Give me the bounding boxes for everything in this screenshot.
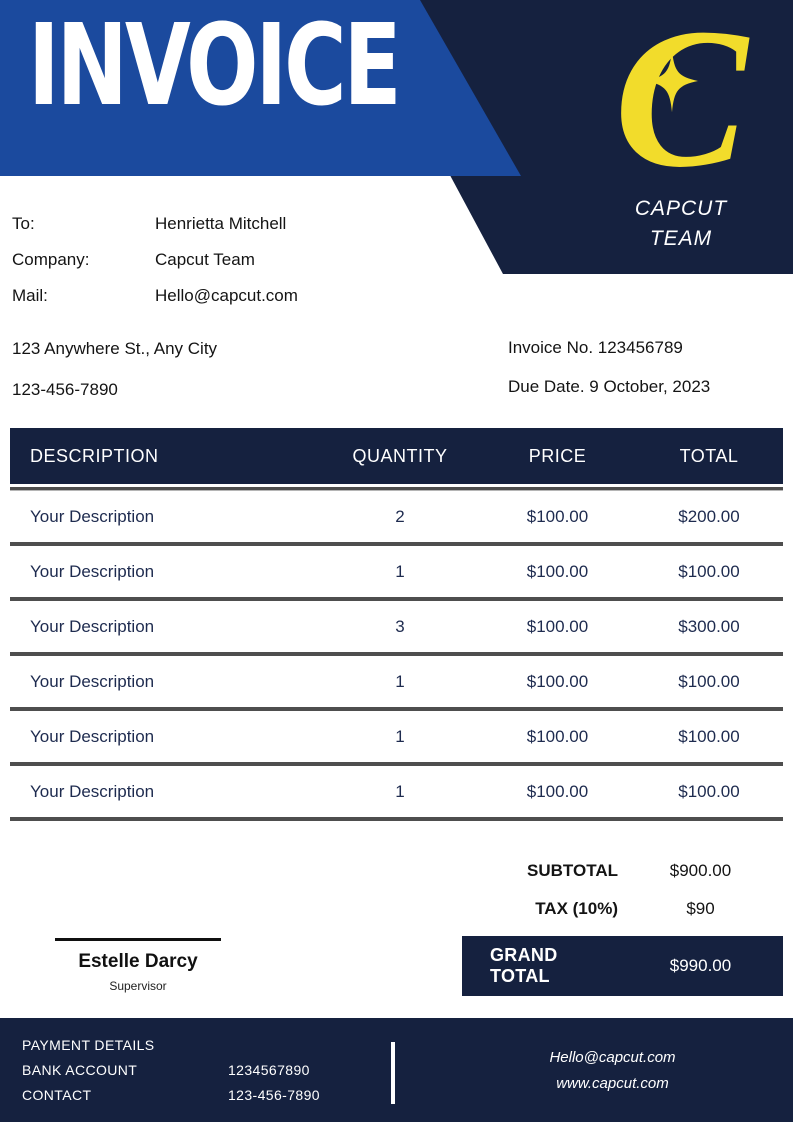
company-value: Capcut Team — [155, 250, 255, 269]
tax-value: $90 — [686, 899, 715, 918]
address-line: 123 Anywhere St., Any City — [12, 338, 218, 358]
contact-value: 123-456-7890 — [228, 1086, 320, 1103]
subtotal-value: $900.00 — [669, 861, 732, 880]
cell-description: Your Description — [30, 726, 155, 746]
payment-details-block: PAYMENT DETAILS BANK ACCOUNT 1234567890 … — [22, 1032, 320, 1107]
subtotal-row: SUBTOTAL $900.00 — [462, 852, 783, 890]
totals-block: SUBTOTAL $900.00 TAX (10%) $90 GRAND TOT… — [462, 852, 783, 996]
payment-details-title: PAYMENT DETAILS — [22, 1036, 155, 1053]
table-row: Your Description 1 $100.00 $100.00 — [10, 766, 783, 821]
mail-value: Hello@capcut.com — [155, 286, 298, 305]
footer-divider — [391, 1042, 395, 1104]
cell-total: $300.00 — [678, 616, 740, 636]
cell-total: $100.00 — [678, 726, 740, 746]
col-header-price: PRICE — [528, 445, 587, 466]
cell-description: Your Description — [30, 561, 155, 581]
cell-description: Your Description — [30, 506, 155, 526]
recipient-row-mail: Mail: Hello@capcut.com — [12, 278, 298, 314]
footer-email: Hello@capcut.com — [549, 1048, 676, 1066]
bank-account-value: 1234567890 — [228, 1061, 310, 1078]
cell-price: $100.00 — [526, 781, 589, 801]
brand-logo: C CAPCUT TEAM — [596, 0, 766, 254]
signature-block: Estelle Darcy Supervisor — [55, 938, 221, 993]
invoice-meta-block: Invoice No. 123456789 Due Date. 9 Octobe… — [508, 328, 710, 406]
phone-line: 123-456-7890 — [12, 379, 118, 399]
footer-website: www.capcut.com — [556, 1074, 669, 1092]
col-header-description: DESCRIPTION — [30, 445, 159, 466]
recipient-block: To: Henrietta Mitchell Company: Capcut T… — [12, 206, 298, 314]
cell-total: $100.00 — [678, 781, 740, 801]
cell-total: $100.00 — [678, 671, 740, 691]
brand-name-line2: TEAM — [649, 227, 713, 250]
sender-contact-block: 123 Anywhere St., Any City 123-456-7890 — [12, 328, 217, 410]
mail-label: Mail: — [12, 286, 48, 305]
subtotal-label: SUBTOTAL — [527, 861, 618, 880]
header-blue-banner — [0, 0, 521, 176]
cell-total: $200.00 — [678, 506, 740, 526]
brand-name: CAPCUT TEAM — [596, 194, 766, 254]
recipient-row-to: To: Henrietta Mitchell — [12, 206, 298, 242]
invoice-title: INVOICE — [28, 1, 402, 131]
table-header-row: DESCRIPTION QUANTITY PRICE TOTAL — [10, 428, 783, 484]
contact-row: CONTACT 123-456-7890 — [22, 1082, 320, 1107]
signature-name: Estelle Darcy — [78, 951, 198, 972]
grand-total-value: $990.00 — [669, 956, 732, 975]
cell-quantity: 1 — [395, 671, 405, 691]
table-separator — [10, 487, 783, 491]
contact-label: CONTACT — [22, 1086, 92, 1103]
payment-details-title-row: PAYMENT DETAILS — [22, 1032, 320, 1057]
invoice-due-date: Due Date. 9 October, 2023 — [508, 376, 711, 396]
cell-description: Your Description — [30, 781, 155, 801]
to-value: Henrietta Mitchell — [155, 214, 287, 233]
grand-total-label: GRAND TOTAL — [490, 945, 558, 986]
cell-description: Your Description — [30, 671, 155, 691]
tax-row: TAX (10%) $90 — [462, 890, 783, 928]
cell-description: Your Description — [30, 616, 155, 636]
table-row: Your Description 1 $100.00 $100.00 — [10, 711, 783, 766]
table-row: Your Description 1 $100.00 $100.00 — [10, 656, 783, 711]
col-header-total: TOTAL — [679, 445, 739, 466]
table-row: Your Description 1 $100.00 $100.00 — [10, 546, 783, 601]
cell-quantity: 1 — [395, 726, 405, 746]
company-label: Company: — [12, 250, 90, 269]
cell-total: $100.00 — [678, 561, 740, 581]
sparkle-icon — [646, 49, 698, 113]
tax-label: TAX (10%) — [535, 899, 618, 918]
cell-price: $100.00 — [526, 561, 589, 581]
brand-name-line1: CAPCUT — [634, 197, 728, 220]
grand-total-bar: GRAND TOTAL $990.00 — [462, 936, 783, 996]
cell-price: $100.00 — [526, 506, 589, 526]
cell-price: $100.00 — [526, 616, 589, 636]
brand-initial: C — [614, 0, 748, 209]
cell-quantity: 3 — [395, 616, 405, 636]
cell-quantity: 1 — [395, 781, 405, 801]
col-header-quantity: QUANTITY — [352, 445, 448, 466]
recipient-row-company: Company: Capcut Team — [12, 242, 298, 278]
footer-contact-block: Hello@capcut.com www.capcut.com — [470, 1044, 755, 1096]
signature-line — [55, 938, 221, 941]
cell-quantity: 1 — [395, 561, 405, 581]
to-label: To: — [12, 214, 35, 233]
cell-price: $100.00 — [526, 726, 589, 746]
table-row: Your Description 2 $100.00 $200.00 — [10, 491, 783, 546]
table-row: Your Description 3 $100.00 $300.00 — [10, 601, 783, 656]
bank-account-label: BANK ACCOUNT — [22, 1061, 138, 1078]
cell-price: $100.00 — [526, 671, 589, 691]
cell-quantity: 2 — [395, 506, 405, 526]
signature-role: Supervisor — [109, 979, 167, 993]
bank-account-row: BANK ACCOUNT 1234567890 — [22, 1057, 320, 1082]
footer: PAYMENT DETAILS BANK ACCOUNT 1234567890 … — [0, 1018, 793, 1122]
invoice-number: Invoice No. 123456789 — [508, 337, 683, 357]
items-table: DESCRIPTION QUANTITY PRICE TOTAL Your De… — [10, 428, 783, 821]
